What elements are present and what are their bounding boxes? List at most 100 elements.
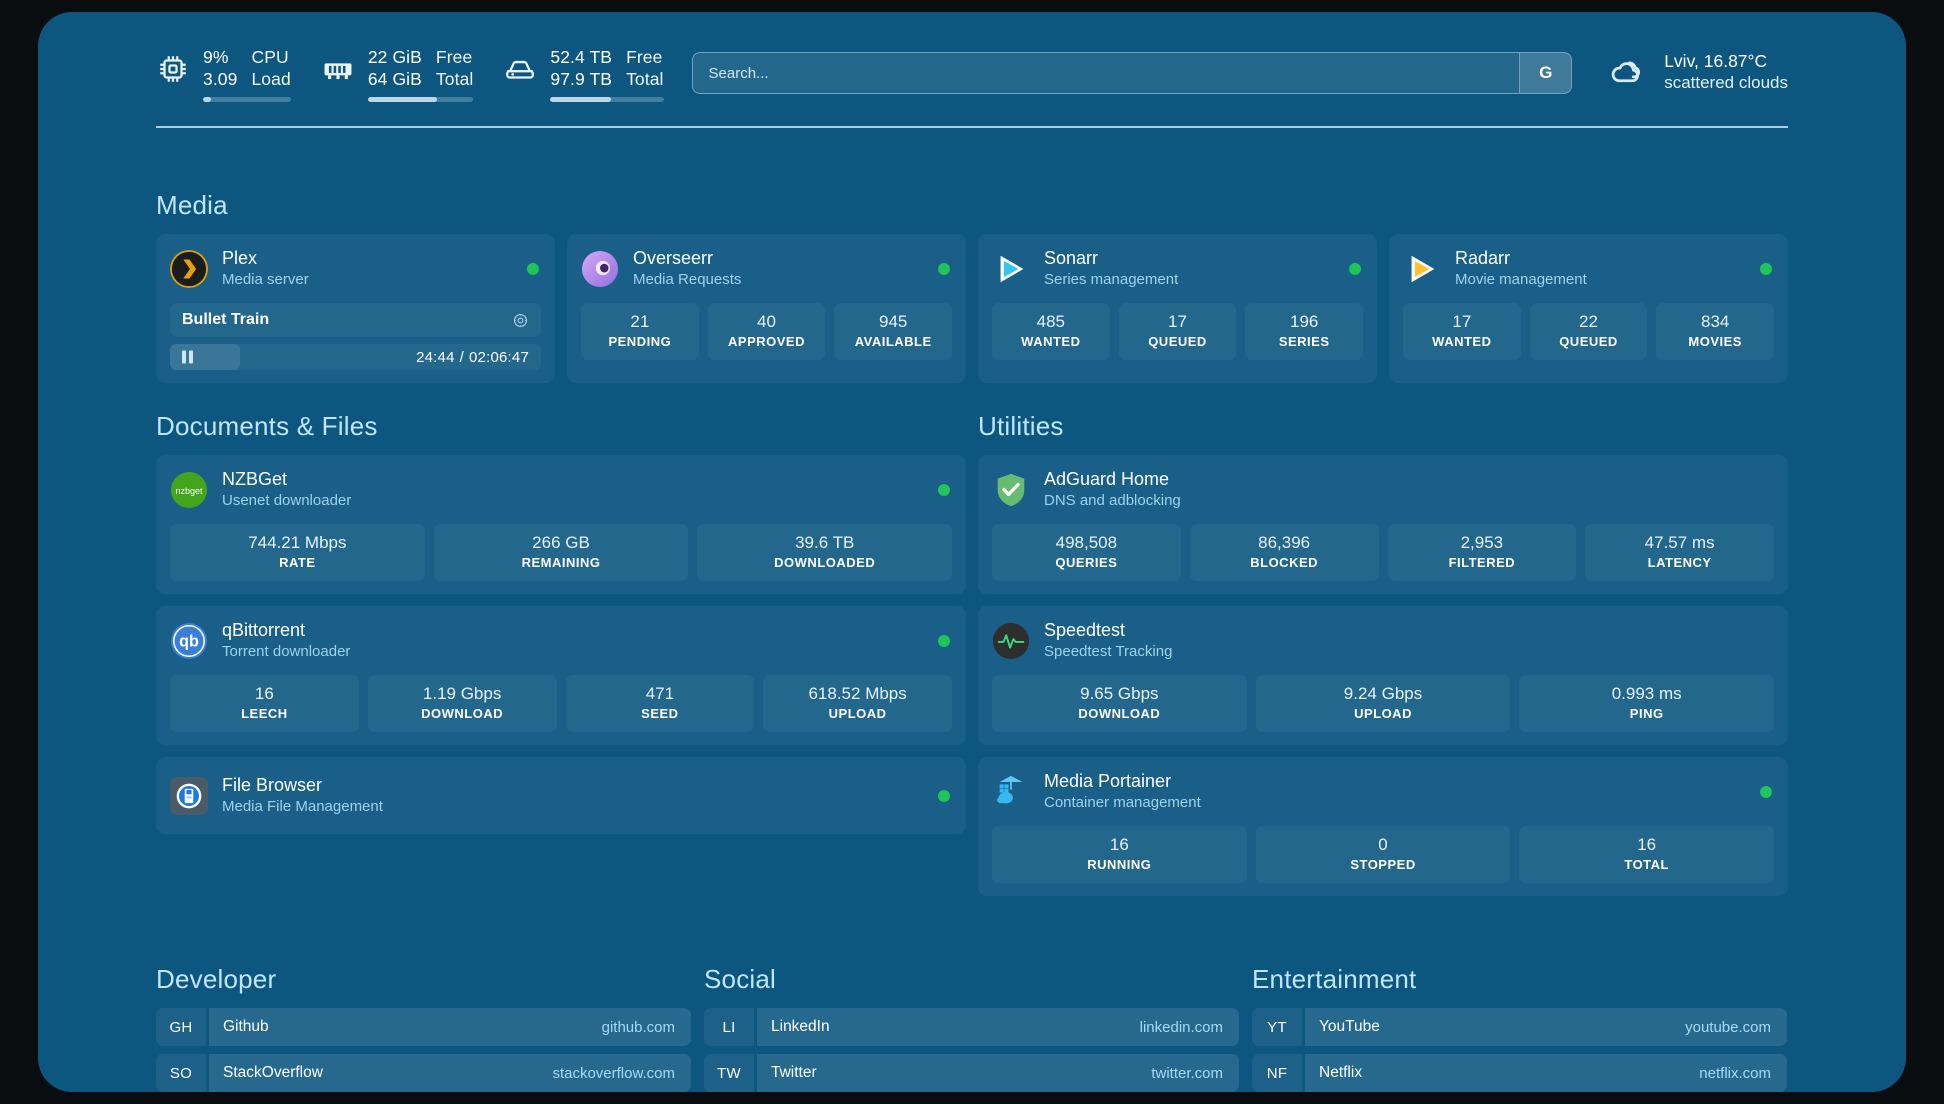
service-card-media-portainer[interactable]: Media Portainer Container management 16 …	[978, 757, 1788, 896]
playback-separator: /	[459, 348, 464, 366]
stat-value: 498,508	[1055, 533, 1118, 552]
stat-label: REMAINING	[521, 555, 601, 570]
service-name: File Browser	[222, 775, 323, 795]
status-badge	[527, 262, 539, 275]
bookmark-url: twitter.com	[1151, 1064, 1223, 1082]
service-name: Sonarr	[1044, 248, 1099, 268]
stat-label: FILTERED	[1448, 555, 1516, 570]
system-stat-cpu: 9% 3.09 CPU Load	[156, 46, 291, 102]
service-subtitle: Movie management	[1455, 271, 1587, 288]
service-card-nzbget[interactable]: nzbget NZBGet Usenet downloader 744.21 M…	[156, 455, 966, 594]
stat-label: QUEUED	[1559, 334, 1618, 349]
cpu-usage-bar	[203, 97, 291, 102]
section-title-documents: Documents & Files	[156, 411, 378, 441]
bookmark-item[interactable]: LI LinkedIn linkedin.com	[704, 1008, 1239, 1046]
ram-value-2: 64 GiB	[367, 69, 422, 89]
stat-label: MOVIES	[1688, 334, 1742, 349]
bookmark-group-title: Social	[704, 964, 777, 994]
bookmark-group-title: Developer	[156, 964, 277, 994]
stat-value: 485	[1036, 312, 1066, 331]
system-stats: 9% 3.09 CPU Load	[156, 40, 692, 102]
service-card-sonarr[interactable]: Sonarr Series management 485 WANTED 17 Q…	[978, 234, 1377, 383]
file-browser-icon	[170, 776, 208, 815]
service-card-qbittorrent[interactable]: qb qBittorrent Torrent downloader 16 LEE…	[156, 606, 966, 745]
stat-label: LEECH	[241, 706, 288, 721]
service-card-overseerr[interactable]: Overseerr Media Requests 21 PENDING 40 A…	[567, 234, 966, 383]
stat-label: SEED	[641, 706, 679, 721]
stat-tile: 618.52 Mbps UPLOAD	[763, 675, 952, 732]
disk-value-2: 97.9 TB	[550, 69, 613, 89]
disk-label-1: Free	[626, 47, 663, 67]
service-subtitle: Media Requests	[633, 271, 742, 288]
bookmark-badge: YT	[1252, 1008, 1302, 1046]
service-subtitle: Torrent downloader	[222, 643, 351, 660]
disk-value-1: 52.4 TB	[550, 47, 613, 67]
bookmark-item[interactable]: TW Twitter twitter.com	[704, 1054, 1239, 1092]
bookmark-badge: GH	[156, 1008, 206, 1046]
search-engine-button[interactable]: G	[1519, 53, 1572, 93]
stat-tile: 0 STOPPED	[1255, 826, 1511, 883]
stat-value: 21	[630, 312, 650, 331]
search-input[interactable]	[692, 64, 1520, 82]
bookmark-name: Github	[223, 1018, 269, 1035]
stat-label: BLOCKED	[1250, 555, 1319, 570]
service-subtitle: DNS and adblocking	[1044, 492, 1181, 509]
adguard-shield-icon	[992, 471, 1030, 509]
pause-icon[interactable]	[182, 350, 193, 364]
status-badge	[938, 483, 950, 496]
stat-tile: 9.24 Gbps UPLOAD	[1255, 675, 1511, 732]
service-card-file-browser[interactable]: File Browser Media File Management	[156, 757, 966, 834]
portainer-icon	[992, 773, 1030, 811]
stat-tile: 0.993 ms PING	[1519, 675, 1775, 732]
stat-value: 22	[1579, 312, 1598, 331]
bookmark-name: YouTube	[1319, 1018, 1380, 1035]
disk-usage-bar	[550, 97, 664, 102]
now-playing-title: Bullet Train	[182, 311, 270, 328]
playback-progress-bar[interactable]: 24:44 / 02:06:47	[170, 344, 541, 370]
service-card-radarr[interactable]: Radarr Movie management 17 WANTED 22 QUE…	[1389, 234, 1788, 383]
bookmark-badge: LI	[704, 1008, 754, 1046]
cpu-value-2: 3.09	[203, 69, 238, 89]
stat-value: 9.24 Gbps	[1343, 684, 1423, 703]
plex-icon	[170, 249, 208, 288]
bookmark-item[interactable]: YT YouTube youtube.com	[1252, 1008, 1787, 1046]
stat-value: 9.65 Gbps	[1080, 684, 1159, 703]
service-subtitle: Speedtest Tracking	[1044, 643, 1173, 660]
status-badge	[938, 262, 950, 275]
bookmark-group-developer: Developer GH Github github.com SO StackO…	[156, 964, 692, 1092]
bookmark-item[interactable]: GH Github github.com	[156, 1008, 691, 1046]
qbittorrent-icon: qb	[170, 622, 208, 660]
bookmark-item[interactable]: NF Netflix netflix.com	[1252, 1054, 1787, 1092]
ram-label-2: Total	[435, 69, 474, 89]
stat-tile: 744.21 Mbps RATE	[170, 524, 425, 581]
stat-tile: 40 APPROVED	[707, 303, 826, 360]
stat-tile: 1.19 Gbps DOWNLOAD	[367, 675, 557, 732]
stat-label: STOPPED	[1350, 857, 1416, 872]
ram-icon	[321, 52, 355, 86]
column-documents: Documents & Files nzbget NZBGet Usenet d…	[156, 411, 966, 896]
stat-value: 834	[1700, 312, 1730, 331]
stat-value: 618.52 Mbps	[808, 684, 907, 703]
svg-text:nzbget: nzbget	[175, 485, 203, 495]
stat-value: 1.19 Gbps	[422, 684, 502, 703]
weather-widget: Lviv, 16.87°C scattered clouds	[1572, 40, 1788, 94]
now-playing-row[interactable]: Bullet Train	[170, 303, 541, 337]
bookmark-item[interactable]: SO StackOverflow stackoverflow.com	[156, 1054, 691, 1092]
stat-value: 471	[645, 684, 675, 703]
stat-value: 945	[878, 312, 908, 331]
gear-icon[interactable]	[512, 312, 529, 329]
stat-value: 17	[1168, 312, 1187, 331]
stat-value: 40	[757, 312, 776, 331]
status-badge	[938, 634, 950, 647]
service-card-adguard-home[interactable]: AdGuard Home DNS and adblocking 498,508 …	[978, 455, 1788, 594]
stat-tile: 16 TOTAL	[1519, 826, 1775, 883]
status-badge	[1760, 785, 1772, 798]
playback-total: 02:06:47	[469, 348, 529, 366]
service-card-plex[interactable]: Plex Media server Bullet Train	[156, 234, 555, 383]
service-name: Speedtest	[1044, 620, 1126, 640]
search-bar[interactable]: G	[691, 52, 1573, 94]
service-card-speedtest[interactable]: Speedtest Speedtest Tracking 9.65 Gbps D…	[978, 606, 1788, 745]
service-subtitle: Usenet downloader	[222, 492, 352, 509]
stat-label: APPROVED	[728, 334, 805, 349]
service-subtitle: Container management	[1044, 794, 1201, 811]
